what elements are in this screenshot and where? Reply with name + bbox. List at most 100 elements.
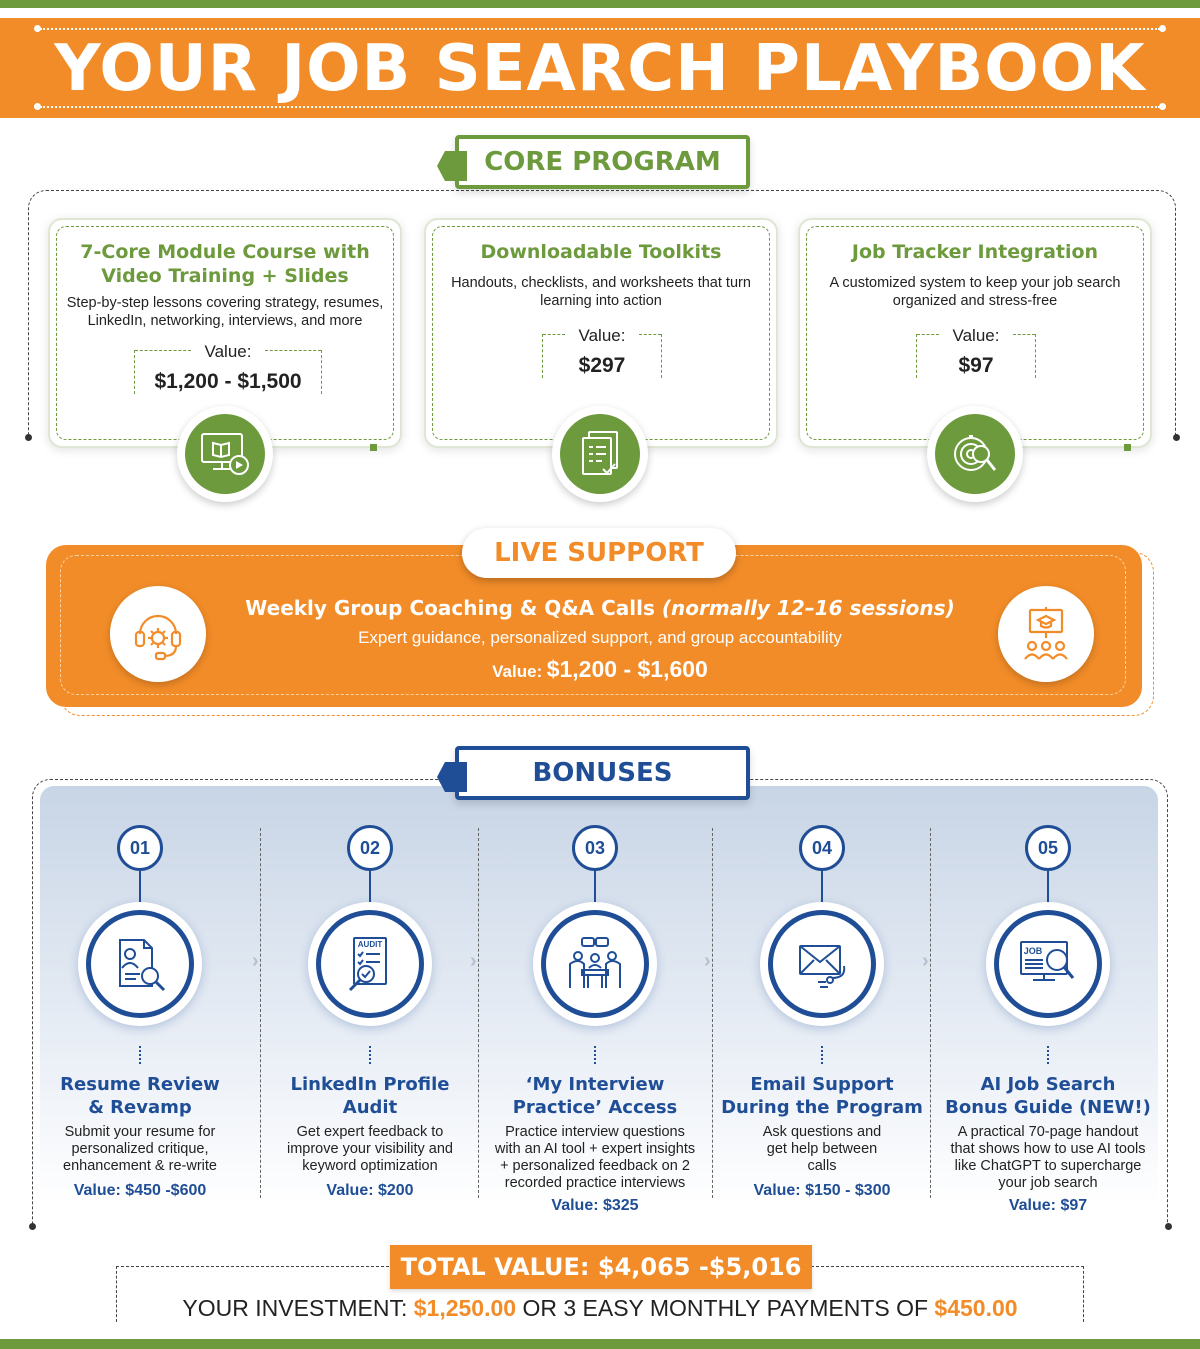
bonus-value: Value: $97 xyxy=(1008,1197,1088,1214)
live-support-title-text: Weekly Group Coaching & Q&A Calls xyxy=(245,596,655,620)
bonuses-banner: BONUSES xyxy=(437,746,750,800)
bonus-number: 01 xyxy=(117,825,163,871)
checklist-icon xyxy=(582,431,618,475)
investment-line: YOUR INVESTMENT: $1,250.00 OR 3 EASY MON… xyxy=(110,1295,1090,1322)
live-support-description: Expert guidance, personalized support, a… xyxy=(358,628,842,647)
bonus-description: Ask questions and xyxy=(762,1124,882,1140)
corner-square xyxy=(370,444,377,451)
bottom-accent-strip xyxy=(0,1339,1200,1349)
bonus-value: Value: $150 - $300 xyxy=(753,1182,891,1199)
headset-gear-icon xyxy=(134,614,182,661)
top-accent-strip xyxy=(0,0,1200,8)
card-title: Video Training + Slides xyxy=(101,265,349,287)
interview-meeting-icon xyxy=(569,937,621,988)
target-search-icon xyxy=(954,435,997,471)
card-title: 7-Core Module Course with xyxy=(80,241,370,263)
value-amount: $297 xyxy=(578,354,626,377)
card-title: Downloadable Toolkits xyxy=(480,241,722,263)
bonus-icon-badge: AUDIT xyxy=(308,902,432,1026)
bonus-description: recorded practice interviews xyxy=(504,1175,686,1191)
core-program-banner: CORE PROGRAM xyxy=(437,135,750,189)
bonus-description: Practice interview questions xyxy=(505,1124,685,1140)
bonus-title: & Revamp xyxy=(88,1097,192,1118)
bonus-title: Audit xyxy=(342,1097,398,1118)
value-box-line xyxy=(917,334,939,335)
bonuses-heading: BONUSES xyxy=(532,758,673,788)
live-support-right-badge xyxy=(998,586,1094,682)
corner-square xyxy=(1124,444,1131,451)
total-value-badge: TOTAL VALUE: $4,065 -$5,016 xyxy=(390,1245,812,1289)
value-box: Value: $97 xyxy=(916,326,1036,378)
core-program-heading: CORE PROGRAM xyxy=(484,147,721,177)
header-dot xyxy=(1159,25,1166,32)
bonus-title: AI Job Search xyxy=(980,1074,1116,1095)
bonus-description: keyword optimization xyxy=(302,1158,438,1174)
live-support-title-note: (normally 12–16 sessions) xyxy=(661,596,955,620)
value-amount: $97 xyxy=(958,354,994,377)
header-dotted-line-top xyxy=(40,28,1160,30)
investment-middle: OR 3 EASY MONTHLY PAYMENTS OF xyxy=(522,1295,929,1321)
bonus-description: enhancement & re-write xyxy=(63,1158,217,1174)
page-title: YOUR JOB SEARCH PLAYBOOK xyxy=(54,32,1146,106)
column-divider xyxy=(260,828,261,1198)
dotted-connector xyxy=(821,1046,823,1064)
value-box-line xyxy=(1013,334,1035,335)
value-box: Value: $297 xyxy=(542,326,662,378)
bonus-description: A practical 70-page handout xyxy=(957,1124,1139,1140)
live-support-value: Value: $1,200 - $1,600 xyxy=(150,656,1050,683)
bonus-icon-badge xyxy=(760,902,884,1026)
card-description: learning into action xyxy=(540,293,662,309)
connector-line xyxy=(369,871,371,903)
dotted-connector xyxy=(1047,1046,1049,1064)
course-icon-badge xyxy=(177,406,273,502)
value-label: Value: xyxy=(578,326,626,345)
frame-dot xyxy=(1173,434,1180,441)
card-description: A customized system to keep your job sea… xyxy=(829,275,1121,291)
tracker-icon-badge xyxy=(927,406,1023,502)
top-accent-bar xyxy=(84,8,1110,18)
email-envelope-icon xyxy=(799,945,846,988)
live-support-banner: LIVE SUPPORT xyxy=(462,528,736,578)
bonus-number: 02 xyxy=(347,825,393,871)
value-box-line xyxy=(135,350,191,351)
bonus-number: 03 xyxy=(572,825,618,871)
toolkit-icon-badge xyxy=(552,406,648,502)
value-amount: $1,200 - $1,600 xyxy=(546,656,708,682)
bonus-title: Bonus Guide (NEW!) xyxy=(945,1097,1151,1118)
value-box-line xyxy=(265,350,321,351)
frame-dot xyxy=(1165,1223,1172,1230)
svg-text:AUDIT: AUDIT xyxy=(358,940,383,949)
live-support-left-badge xyxy=(110,586,206,682)
header-dotted-line-bottom xyxy=(40,106,1160,108)
bonus-title: During the Program xyxy=(721,1097,923,1118)
bonus-description: Get expert feedback to xyxy=(296,1124,444,1140)
bonus-description: with an AI tool + expert insights xyxy=(494,1141,696,1157)
bonus-number: 05 xyxy=(1025,825,1071,871)
frame-dot xyxy=(29,1223,36,1230)
bonus-description: your job search xyxy=(998,1175,1098,1191)
value-label: Value: xyxy=(952,326,1000,345)
core-program-frame xyxy=(28,190,1176,440)
dotted-connector xyxy=(369,1046,371,1064)
job-search-monitor-icon: JOB xyxy=(1020,941,1075,981)
banner-tab-icon xyxy=(437,151,467,181)
banner-tab-icon xyxy=(437,762,467,792)
core-card-course: 7-Core Module Course with Video Training… xyxy=(48,218,402,451)
bonus-description: + personalized feedback on 2 xyxy=(500,1158,690,1174)
card-title: Job Tracker Integration xyxy=(851,241,1099,263)
card-description: organized and stress-free xyxy=(892,293,1058,309)
dotted-connector xyxy=(594,1046,596,1064)
bonus-title: Resume Review xyxy=(60,1074,220,1095)
resume-magnifier-icon xyxy=(119,939,166,992)
header-dot xyxy=(34,25,41,32)
live-support-title: Weekly Group Coaching & Q&A Calls (norma… xyxy=(150,596,1050,620)
audit-document-icon: AUDIT xyxy=(348,937,387,992)
connector-line xyxy=(821,871,823,903)
connector-line xyxy=(139,871,141,903)
column-divider xyxy=(478,828,479,1198)
chevron-right-icon: › xyxy=(704,950,711,972)
monthly-payment-amount: $450.00 xyxy=(934,1295,1018,1321)
value-amount: $1,200 - $1,500 xyxy=(154,370,302,393)
value-label: Value: xyxy=(492,662,543,681)
dotted-connector xyxy=(139,1046,141,1064)
